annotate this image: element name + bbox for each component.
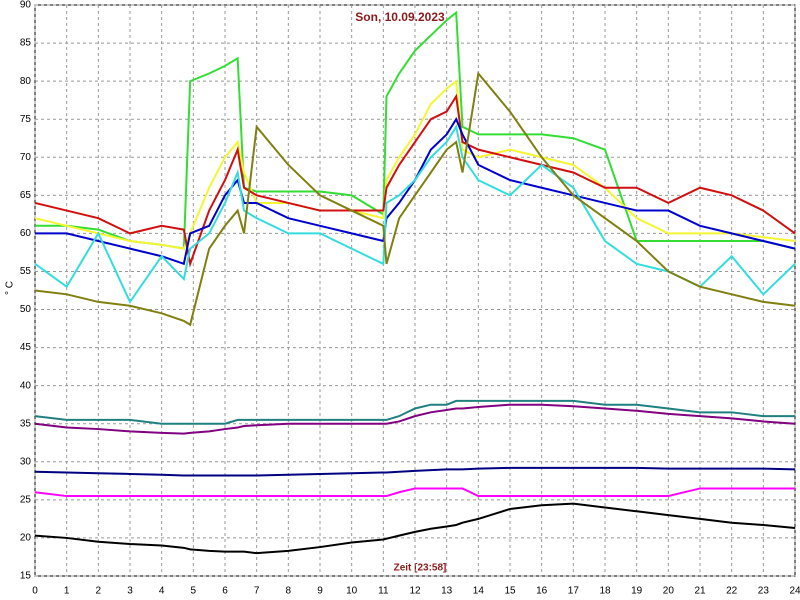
x-tick-label: 21: [694, 586, 706, 597]
x-tick-label: 11: [378, 586, 389, 597]
x-tick-label: 6: [222, 586, 228, 597]
series-line: [34, 466, 796, 477]
x-tick-label: 13: [441, 586, 453, 597]
x-tick-label: 19: [631, 586, 643, 597]
x-tick-label: 10: [346, 586, 358, 597]
x-tick-label: 7: [254, 586, 260, 597]
x-tick-label: 24: [789, 586, 800, 597]
y-tick-label: 60: [20, 228, 32, 239]
x-axis-label: Zeit [23:58]: [394, 563, 447, 574]
y-tick-label: 20: [20, 533, 32, 544]
series-line: [34, 124, 796, 304]
x-tick-label: 2: [96, 586, 102, 597]
y-tick-label: 55: [20, 266, 32, 277]
y-tick-label: 85: [20, 38, 32, 49]
series-line: [34, 71, 796, 327]
series-line: [34, 403, 796, 435]
y-tick-label: 40: [20, 380, 32, 391]
x-tick-label: 8: [286, 586, 292, 597]
y-tick-label: 35: [20, 418, 32, 429]
series-line: [35, 117, 796, 266]
series-line: [34, 487, 795, 498]
x-tick-label: 22: [726, 586, 738, 597]
y-tick-label: 50: [20, 304, 32, 315]
series-line: [35, 10, 796, 250]
x-tick-label: 18: [599, 586, 611, 597]
x-tick-label: 16: [536, 586, 548, 597]
x-tick-label: 4: [159, 586, 165, 597]
y-tick-label: 75: [20, 114, 32, 125]
chart-title: Son, 10.09.2023: [355, 10, 445, 24]
series-line: [34, 79, 796, 250]
x-tick-label: 3: [127, 586, 133, 597]
x-tick-label: 1: [64, 586, 70, 597]
x-tick-label: 20: [663, 586, 675, 597]
x-tick-label: 14: [473, 586, 485, 597]
x-tick-label: 0: [32, 586, 38, 597]
x-tick-label: 12: [409, 586, 421, 597]
y-tick-label: 25: [20, 495, 32, 506]
y-tick-label: 80: [20, 76, 32, 87]
y-tick-label: 45: [20, 342, 32, 353]
y-tick-label: 90: [20, 0, 32, 11]
y-tick-label: 15: [20, 571, 32, 582]
y-axis-label: ° C: [5, 281, 16, 295]
series-line: [34, 399, 795, 425]
x-tick-label: 17: [568, 586, 580, 597]
x-tick-label: 15: [504, 586, 516, 597]
x-tick-label: 23: [758, 586, 770, 597]
x-tick-label: 5: [191, 586, 197, 597]
y-tick-label: 70: [20, 152, 32, 163]
y-tick-label: 65: [20, 190, 32, 201]
x-tick-label: 9: [317, 586, 323, 597]
series-line: [34, 502, 796, 555]
y-tick-label: 30: [20, 456, 32, 467]
